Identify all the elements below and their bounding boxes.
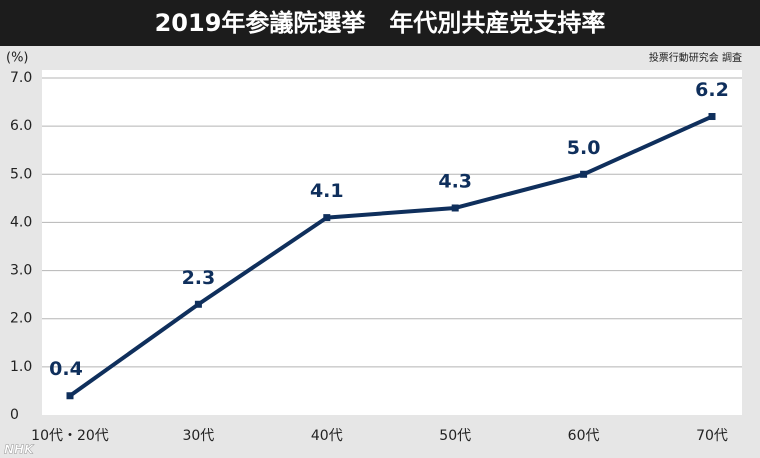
y-tick-label: 1.0 [10,359,32,375]
plot-area [42,70,742,415]
data-point [194,300,202,308]
source-note: 投票行動研究会 調査 [649,51,742,64]
data-label: 2.3 [182,267,216,289]
y-tick-label: 6.0 [10,118,32,134]
y-tick-label: 0 [10,407,19,423]
data-label: 6.2 [695,79,729,101]
x-tick-label: 30代 [182,428,214,444]
data-label: 0.4 [49,358,83,380]
watermark: NHK [4,443,35,457]
data-line [68,114,713,398]
header-bar [0,0,760,46]
data-point [708,113,716,121]
y-tick-label: 3.0 [10,263,32,279]
data-point [66,392,74,400]
x-tick-label: 10代・20代 [31,428,109,444]
y-tick-label: 7.0 [10,70,32,86]
data-label: 4.3 [438,170,472,192]
data-point [323,214,331,222]
data-label: 5.0 [567,137,601,159]
x-tick-label: 50代 [439,428,471,444]
x-tick-label: 60代 [568,428,600,444]
data-label: 4.1 [310,180,344,202]
x-tick-label: 40代 [311,428,343,444]
chart-title: 2019年参議院選挙 年代別共産党支持率 [155,9,606,37]
y-unit: (%) [6,51,29,66]
y-tick-label: 4.0 [10,214,32,230]
y-tick-label: 2.0 [10,311,32,327]
data-point [580,170,588,178]
data-point [451,204,459,212]
y-tick-label: 5.0 [10,166,32,182]
x-tick-label: 70代 [696,428,728,444]
